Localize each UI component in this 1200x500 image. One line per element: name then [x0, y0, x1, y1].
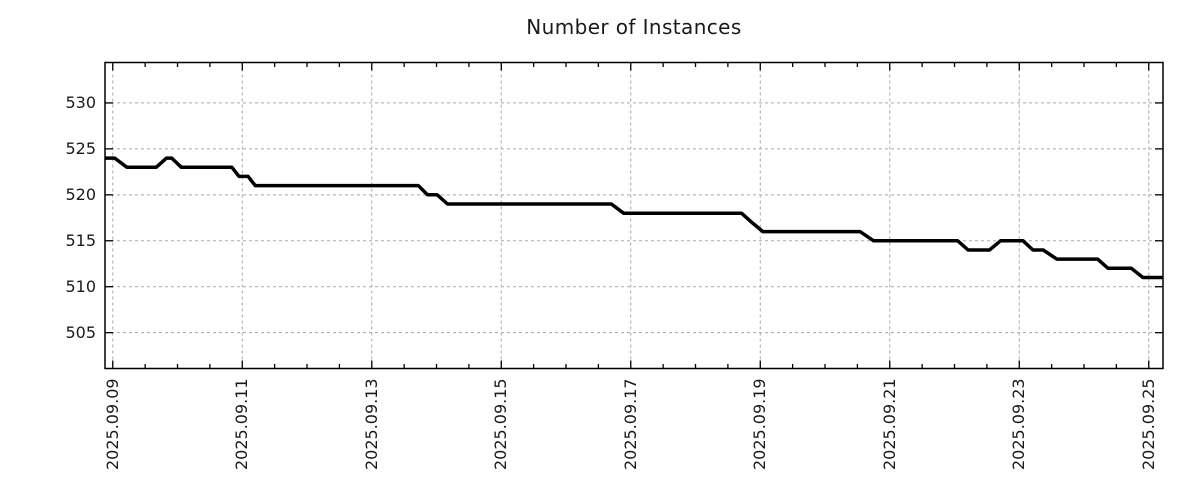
x-tick-label: 2025.09.25 [1138, 378, 1158, 470]
x-tick-label: 2025.09.17 [620, 378, 640, 470]
x-tick-label: 2025.09.21 [879, 378, 899, 470]
y-tick-label: 520 [65, 184, 96, 204]
x-tick-label: 2025.09.23 [1009, 378, 1029, 470]
x-tick-label: 2025.09.19 [750, 378, 770, 470]
x-tick-label: 2025.09.09 [102, 378, 122, 470]
plot-frame [104, 61, 1164, 370]
x-tick-label: 2025.09.13 [361, 378, 381, 470]
y-tick-label: 525 [65, 138, 96, 158]
chart-title: Number of Instances [526, 15, 742, 39]
y-tick-label: 515 [65, 230, 96, 250]
y-tick-label: 505 [65, 322, 96, 342]
series-line-instances [105, 156, 1163, 280]
y-tick-label: 530 [65, 92, 96, 112]
x-tick-label: 2025.09.11 [232, 378, 252, 470]
x-tick-label: 2025.09.15 [491, 378, 511, 470]
y-tick-label: 510 [65, 276, 96, 296]
